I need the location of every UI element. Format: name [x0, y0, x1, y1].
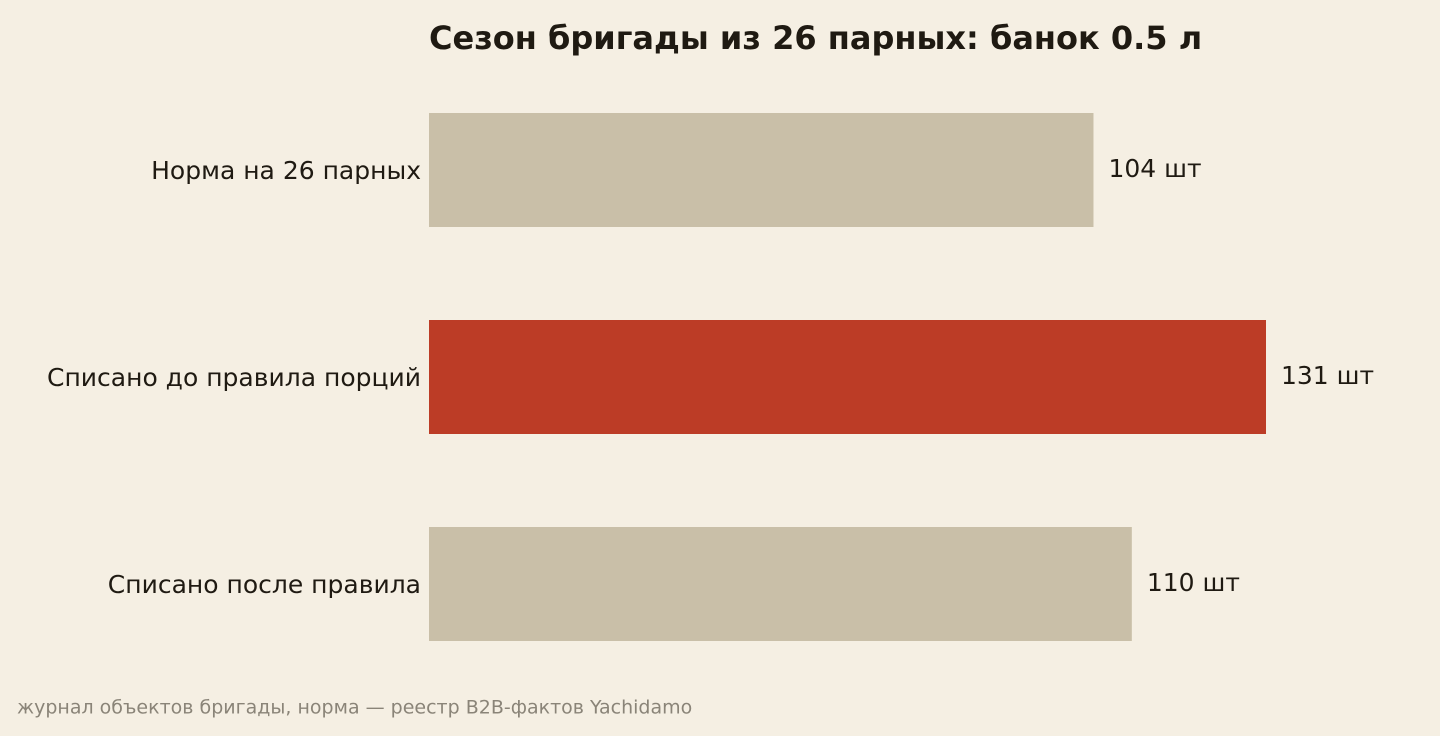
- y-tick-label: Списано после правила: [108, 570, 421, 599]
- value-label: 104 шт: [1108, 154, 1201, 183]
- value-label: 110 шт: [1147, 568, 1240, 597]
- y-tick-label: Списано до правила порций: [47, 363, 421, 392]
- bar: [429, 527, 1132, 641]
- value-label: 131 шт: [1281, 361, 1374, 390]
- y-tick-label: Норма на 26 парных: [151, 156, 421, 185]
- chart-title: Сезон бригады из 26 парных: банок 0.5 л: [429, 19, 1202, 57]
- bar: [429, 320, 1266, 434]
- source-note: журнал объектов бригады, норма — реестр …: [17, 697, 692, 719]
- bar: [429, 113, 1094, 227]
